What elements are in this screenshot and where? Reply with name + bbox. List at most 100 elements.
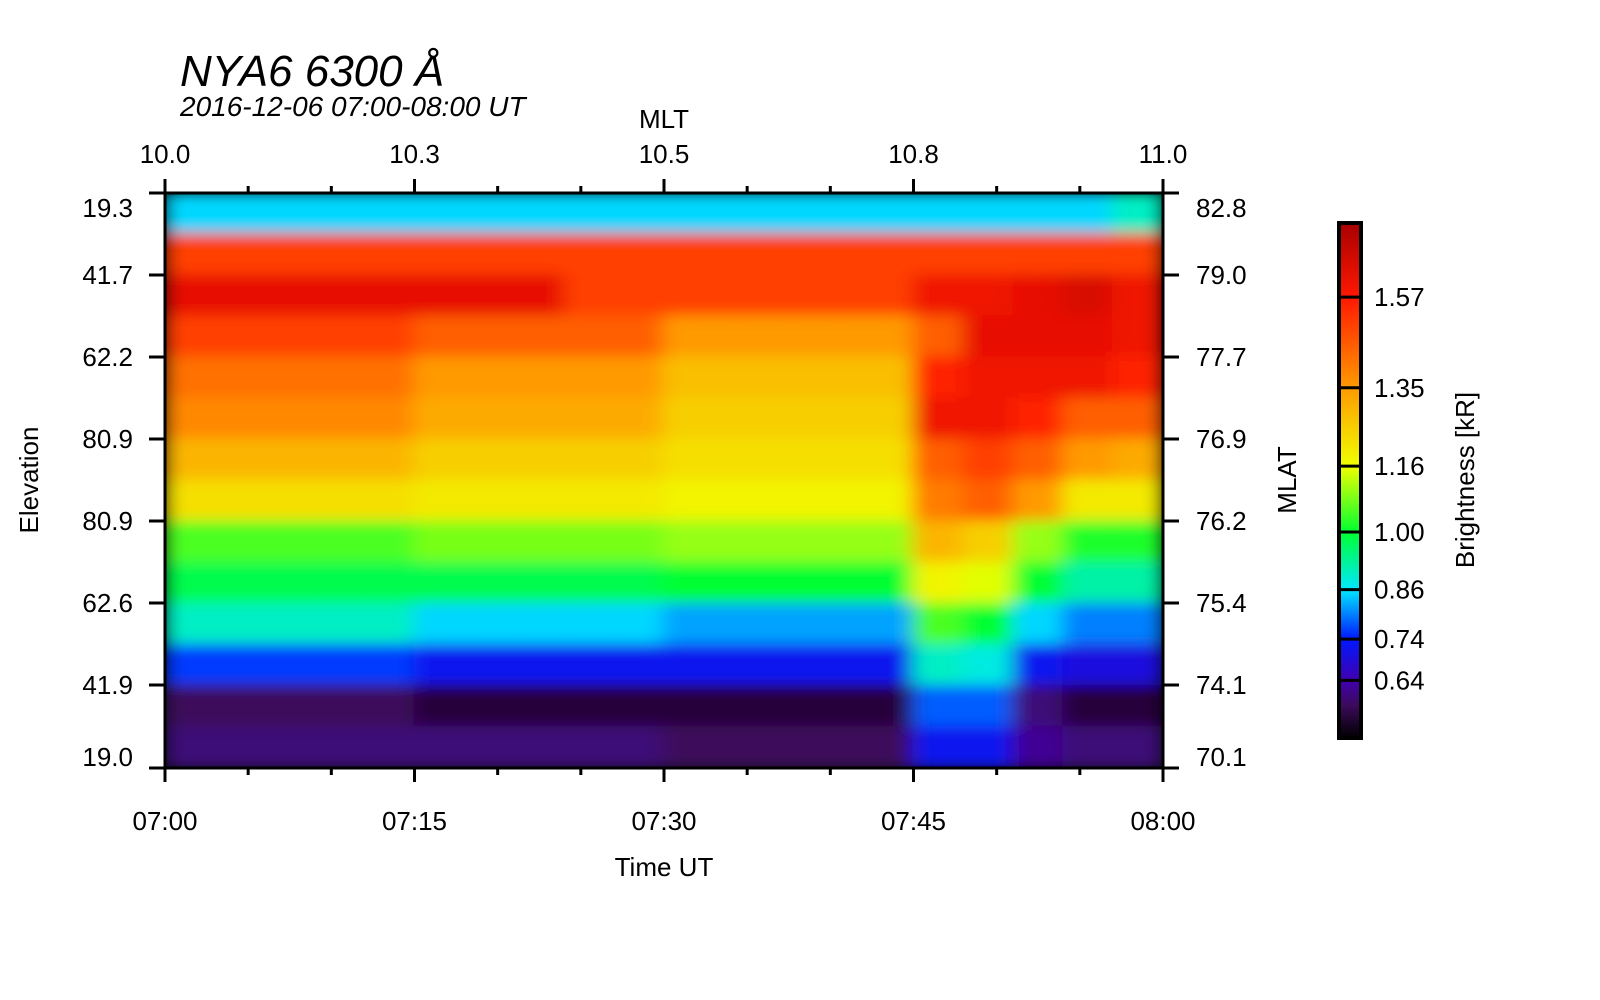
- heatmap-cell: [165, 520, 216, 564]
- heatmap-cell: [862, 438, 915, 482]
- colorbar-tick-label: 1.35: [1374, 373, 1425, 403]
- heatmap-cell: [613, 438, 665, 482]
- heatmap-cell: [563, 561, 616, 605]
- heatmap-cell: [463, 602, 516, 646]
- heatmap-cell: [263, 602, 316, 646]
- heatmap-cell: [313, 561, 366, 605]
- x-top-axis-label: MLT: [639, 104, 689, 134]
- heatmap-cell: [663, 233, 715, 277]
- heatmap-cells: [165, 193, 1163, 768]
- heatmap-cell: [463, 193, 516, 236]
- heatmap-cell: [762, 274, 815, 318]
- heatmap-cell: [463, 725, 516, 768]
- heatmap-cell: [962, 725, 1015, 768]
- heatmap-cell: [862, 356, 915, 400]
- y-right-tick-label: 75.4: [1196, 588, 1247, 618]
- heatmap-cell: [363, 520, 416, 564]
- y-right-tick-label: 82.8: [1196, 193, 1247, 223]
- heatmap-cell: [812, 397, 865, 441]
- heatmap-cell: [413, 233, 466, 277]
- heatmap-cell: [1062, 356, 1115, 400]
- heatmap-cell: [613, 520, 665, 564]
- heatmap-cell: [1012, 479, 1065, 523]
- heatmap-cell: [862, 193, 915, 236]
- heatmap-cell: [463, 643, 516, 687]
- y-right-tick-label: 76.9: [1196, 424, 1247, 454]
- heatmap-cell: [663, 643, 715, 687]
- heatmap-cell: [1112, 397, 1163, 441]
- heatmap-cell: [613, 356, 665, 400]
- heatmap-cell: [213, 602, 266, 646]
- heatmap-cell: [313, 438, 366, 482]
- y-tick-label: 62.2: [82, 342, 133, 372]
- heatmap-cell: [413, 274, 466, 318]
- heatmap-cell: [862, 725, 915, 768]
- heatmap-cell: [1012, 315, 1065, 359]
- heatmap-cell: [862, 233, 915, 277]
- heatmap-cell: [962, 274, 1015, 318]
- heatmap-cell: [313, 356, 366, 400]
- heatmap-cell: [263, 438, 316, 482]
- heatmap-cell: [812, 602, 865, 646]
- heatmap-cell: [1112, 356, 1163, 400]
- heatmap-cell: [912, 602, 965, 646]
- heatmap-cell: [712, 438, 765, 482]
- y-tick-label: 19.3: [82, 193, 133, 223]
- heatmap-cell: [363, 561, 416, 605]
- heatmap-cell: [712, 274, 765, 318]
- heatmap-cell: [363, 274, 416, 318]
- heatmap-cell: [165, 315, 216, 359]
- heatmap-cell: [962, 397, 1015, 441]
- heatmap-cell: [1112, 602, 1163, 646]
- heatmap-cell: [762, 479, 815, 523]
- heatmap-cell: [1112, 193, 1163, 236]
- heatmap-cell: [513, 602, 566, 646]
- heatmap-cell: [762, 193, 815, 236]
- x-top-tick-label: 10.8: [888, 139, 939, 169]
- heatmap-cell: [663, 520, 715, 564]
- heatmap-cell: [213, 643, 266, 687]
- heatmap-cell: [712, 397, 765, 441]
- heatmap-cell: [513, 561, 566, 605]
- heatmap-cell: [463, 561, 516, 605]
- heatmap-cell: [762, 602, 815, 646]
- heatmap-cell: [1112, 274, 1163, 318]
- y-right-axis-label: MLAT: [1272, 446, 1302, 514]
- heatmap-cell: [1012, 602, 1065, 646]
- heatmap-cell: [912, 438, 965, 482]
- heatmap-cell: [663, 725, 715, 768]
- heatmap-cell: [263, 356, 316, 400]
- heatmap-cell: [513, 684, 566, 728]
- heatmap-cell: [862, 315, 915, 359]
- heatmap-cell: [513, 233, 566, 277]
- heatmap-cell: [912, 274, 965, 318]
- heatmap-cell: [213, 315, 266, 359]
- heatmap-cell: [712, 520, 765, 564]
- heatmap-cell: [413, 479, 466, 523]
- heatmap-cell: [363, 479, 416, 523]
- heatmap-cell: [962, 315, 1015, 359]
- heatmap-cell: [213, 561, 266, 605]
- heatmap-cell: [313, 274, 366, 318]
- heatmap-cell: [213, 479, 266, 523]
- heatmap-cell: [213, 684, 266, 728]
- heatmap-cell: [413, 193, 466, 236]
- heatmap-cell: [1112, 684, 1163, 728]
- heatmap-cell: [413, 684, 466, 728]
- heatmap-cell: [762, 561, 815, 605]
- heatmap-cell: [563, 315, 616, 359]
- heatmap-cell: [1012, 520, 1065, 564]
- heatmap-cell: [463, 479, 516, 523]
- heatmap-cell: [1112, 520, 1163, 564]
- heatmap-cell: [1062, 479, 1115, 523]
- heatmap-cell: [663, 438, 715, 482]
- heatmap-cell: [1062, 520, 1115, 564]
- heatmap-cell: [912, 193, 965, 236]
- heatmap-cell: [165, 725, 216, 768]
- heatmap-cell: [613, 193, 665, 236]
- y-right-tick-label: 70.1: [1196, 742, 1247, 772]
- heatmap-cell: [213, 438, 266, 482]
- heatmap-cell: [313, 479, 366, 523]
- heatmap-cell: [165, 193, 216, 236]
- heatmap-cell: [762, 520, 815, 564]
